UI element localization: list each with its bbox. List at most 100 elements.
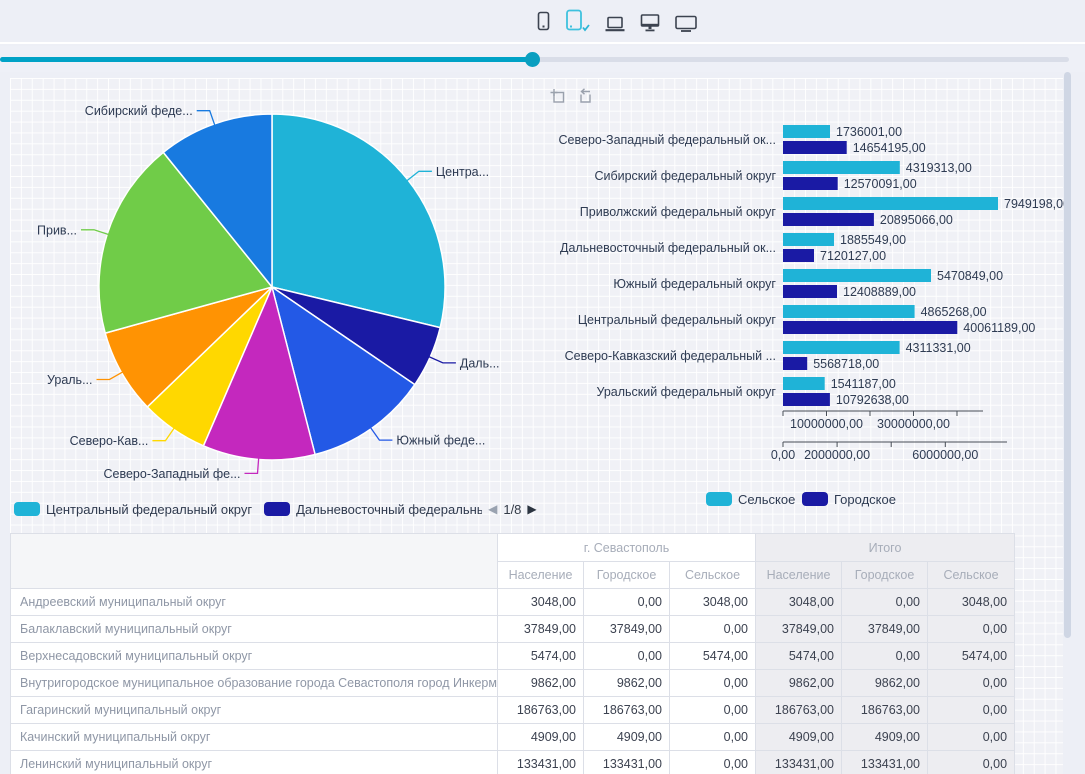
bar-legend-label-gorodskoe[interactable]: Городское <box>834 492 896 507</box>
pie-label-connector <box>406 171 432 182</box>
bar-selskoe[interactable] <box>783 377 825 390</box>
pie-legend: Центральный федеральный округ Дальневост… <box>14 499 538 519</box>
pie-slice-label: Сибирский феде... <box>85 104 193 118</box>
table-row[interactable]: Гагаринский муниципальный округ186763,00… <box>11 697 1015 724</box>
bar-selskoe[interactable] <box>783 341 900 354</box>
legend-label-dalnevostochny[interactable]: Дальневосточный федеральны <box>296 502 482 517</box>
bar-gorodskoe[interactable] <box>783 177 838 190</box>
bar-legend-label-selskoe[interactable]: Сельское <box>738 492 795 507</box>
value-cell: 0,00 <box>584 589 670 616</box>
itogo-value-cell: 133431,00 <box>842 751 928 774</box>
bar-value-label: 14654195,00 <box>853 141 926 155</box>
table-row[interactable]: Качинский муниципальный округ4909,004909… <box>11 724 1015 751</box>
bar-selskoe[interactable] <box>783 305 915 318</box>
check-icon <box>583 25 589 30</box>
zoom-slider-row <box>0 46 1085 72</box>
pie-label-connector <box>427 356 456 363</box>
bar-category-label: Северо-Западный федеральный ок... <box>559 133 776 147</box>
bar-selskoe[interactable] <box>783 161 900 174</box>
device-laptop-button[interactable] <box>604 9 626 33</box>
itogo-value-cell: 186763,00 <box>756 697 842 724</box>
table-row[interactable]: Андреевский муниципальный округ3048,000,… <box>11 589 1015 616</box>
slider-fill <box>0 57 532 62</box>
axis-tick-label: 0,00 <box>771 448 795 462</box>
bar-selskoe[interactable] <box>783 269 931 282</box>
bar-value-label: 4319313,00 <box>906 161 972 175</box>
bar-value-label: 4865268,00 <box>921 305 987 319</box>
value-cell: 0,00 <box>584 643 670 670</box>
bar-category-label: Центральный федеральный округ <box>578 313 777 327</box>
itogo-value-cell: 0,00 <box>928 751 1015 774</box>
bar-value-label: 5470849,00 <box>937 269 1003 283</box>
itogo-value-cell: 0,00 <box>928 670 1015 697</box>
value-cell: 0,00 <box>670 670 756 697</box>
axis-tick-label: 30000000,00 <box>877 417 950 431</box>
bar-legend-swatch-selskoe[interactable] <box>706 492 732 506</box>
bar-category-label: Южный федеральный округ <box>613 277 776 291</box>
slider-handle[interactable] <box>525 52 540 67</box>
bar-value-label: 10792638,00 <box>836 393 909 407</box>
bar-value-label: 12570091,00 <box>844 177 917 191</box>
legend-swatch-dalnevostochny[interactable] <box>264 502 290 516</box>
value-cell: 9862,00 <box>584 670 670 697</box>
laptop-icon <box>604 15 626 33</box>
vertical-scrollbar[interactable] <box>1064 72 1071 638</box>
legend-page-indicator: 1/8 <box>503 502 521 517</box>
monitor-icon <box>674 14 698 33</box>
table-row[interactable]: Верхнесадовский муниципальный округ5474,… <box>11 643 1015 670</box>
value-cell: 4909,00 <box>584 724 670 751</box>
device-phone-button[interactable] <box>535 9 552 33</box>
value-cell: 3048,00 <box>670 589 756 616</box>
pie-chart[interactable]: Центра...Даль...Южный феде...Северо-Запа… <box>10 80 540 495</box>
device-tablet-button[interactable] <box>565 9 591 33</box>
value-cell: 0,00 <box>670 616 756 643</box>
desktop-icon <box>639 13 661 33</box>
municipal-table: г. СевастопольИтогоНаселениеГородскоеСел… <box>10 533 1015 774</box>
legend-swatch-central[interactable] <box>14 502 40 516</box>
value-cell: 5474,00 <box>498 643 584 670</box>
bar-legend-swatch-gorodskoe[interactable] <box>802 492 828 506</box>
bar-chart[interactable]: Северо-Западный федеральный ок...1736001… <box>545 84 1065 514</box>
bar-selskoe[interactable] <box>783 233 834 246</box>
bar-value-label: 1541187,00 <box>831 377 896 391</box>
itogo-value-cell: 0,00 <box>928 724 1015 751</box>
device-monitor-button[interactable] <box>674 9 698 33</box>
bar-value-label: 12408889,00 <box>843 285 916 299</box>
pie-slice-label: Северо-Западный фе... <box>103 467 240 481</box>
pie-slice-label: Даль... <box>460 356 500 370</box>
value-cell: 0,00 <box>670 724 756 751</box>
bar-category-label: Приволжский федеральный округ <box>580 205 777 219</box>
legend-prev-icon[interactable]: ◀ <box>488 502 497 516</box>
slider-track[interactable] <box>0 57 1069 62</box>
bar-gorodskoe[interactable] <box>783 249 814 262</box>
bar-selskoe[interactable] <box>783 125 830 138</box>
table-row[interactable]: Балаклавский муниципальный округ37849,00… <box>11 616 1015 643</box>
itogo-value-cell: 4909,00 <box>756 724 842 751</box>
pie-slice-label: Прив... <box>37 223 77 237</box>
bar-gorodskoe[interactable] <box>783 321 957 334</box>
table-column-header: Городское <box>584 562 670 589</box>
bar-gorodskoe[interactable] <box>783 213 874 226</box>
legend-label-central[interactable]: Центральный федеральный округ <box>46 502 252 517</box>
table-row[interactable]: Внутригородское муниципальное образовани… <box>11 670 1015 697</box>
bar-gorodskoe[interactable] <box>783 141 847 154</box>
legend-next-icon[interactable]: ▶ <box>527 502 536 516</box>
dashboard: Центра...Даль...Южный феде...Северо-Запа… <box>0 0 1085 774</box>
itogo-value-cell: 3048,00 <box>756 589 842 616</box>
table-row[interactable]: Ленинский муниципальный округ133431,0013… <box>11 751 1015 774</box>
bar-gorodskoe[interactable] <box>783 393 830 406</box>
bar-category-label: Дальневосточный федеральный ок... <box>560 241 776 255</box>
itogo-value-cell: 37849,00 <box>842 616 928 643</box>
table-group-header: г. Севастополь <box>498 534 756 562</box>
value-cell: 186763,00 <box>584 697 670 724</box>
itogo-value-cell: 0,00 <box>842 643 928 670</box>
device-toolbar <box>0 0 1085 44</box>
bar-gorodskoe[interactable] <box>783 285 837 298</box>
bar-value-label: 40061189,00 <box>963 321 1035 335</box>
bar-gorodskoe[interactable] <box>783 357 807 370</box>
row-name-cell: Балаклавский муниципальный округ <box>11 616 498 643</box>
value-cell: 37849,00 <box>498 616 584 643</box>
row-name-cell: Внутригородское муниципальное образовани… <box>11 670 498 697</box>
bar-selskoe[interactable] <box>783 197 998 210</box>
device-desktop-button[interactable] <box>639 9 661 33</box>
